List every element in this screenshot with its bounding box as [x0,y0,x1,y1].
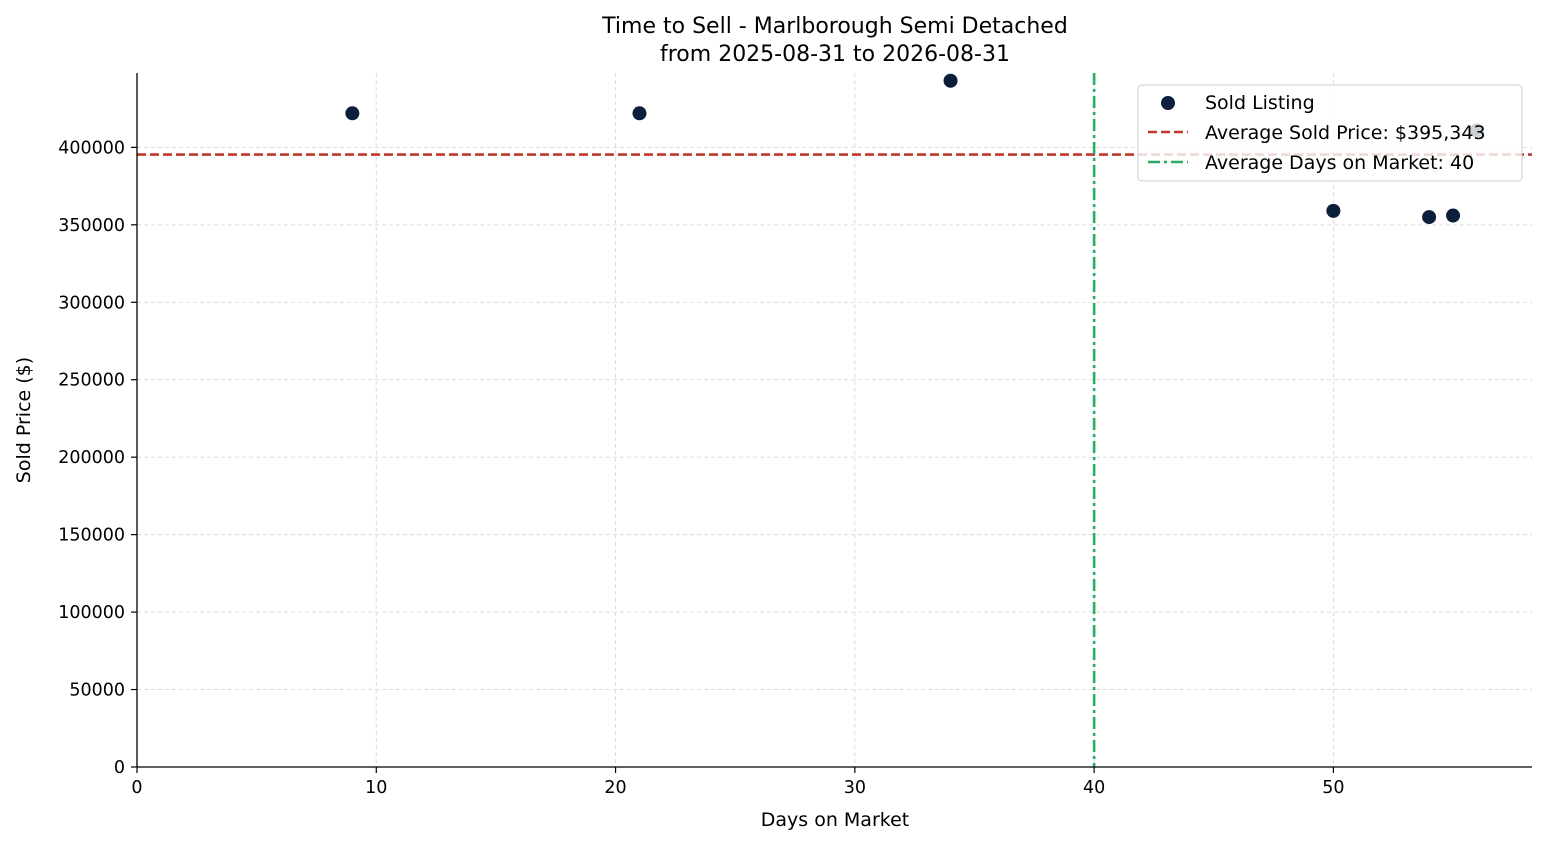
y-axis-ticks: 0 50000 100000 150000 200000 250000 300000 3500… [58,138,137,778]
legend-label-average-days: Average Days on Market: 40 [1205,152,1474,174]
data-point [632,106,647,121]
y-tick-label: 200000 [58,448,125,468]
x-axis-label: Days on Market [761,809,909,831]
y-tick-label: 100000 [58,603,125,623]
legend-marker-sold-listing [1161,96,1175,110]
data-point [1446,208,1461,223]
y-axis-label: Sold Price ($) [13,357,35,483]
legend-label-average-price: Average Sold Price: $395,343 [1205,122,1486,144]
x-tick-label: 10 [365,778,387,798]
y-tick-label: 250000 [58,371,125,391]
legend-label-sold-listing: Sold Listing [1205,92,1315,114]
y-tick-label: 350000 [58,216,125,236]
legend-box [1137,84,1523,182]
legend: Sold Listing Average Sold Price: $395,34… [1137,84,1523,182]
y-tick-label: 50000 [69,681,125,701]
x-tick-label: 40 [1083,778,1105,798]
x-tick-label: 20 [604,778,626,798]
data-point [1422,210,1437,225]
data-point [1326,203,1341,218]
x-axis-ticks: 0 10 20 30 40 50 [131,767,1345,798]
x-tick-label: 30 [844,778,866,798]
chart-subtitle: from 2025-08-31 to 2026-08-31 [660,42,1010,67]
y-tick-label: 150000 [58,526,125,546]
x-tick-label: 0 [131,778,142,798]
x-tick-label: 50 [1322,778,1344,798]
y-tick-label: 300000 [58,293,125,313]
chart-title: Time to Sell - Marlborough Semi Detached [601,14,1068,39]
y-tick-label: 0 [114,758,125,778]
data-point [943,73,958,88]
y-tick-label: 400000 [58,138,125,158]
data-point [345,106,360,121]
